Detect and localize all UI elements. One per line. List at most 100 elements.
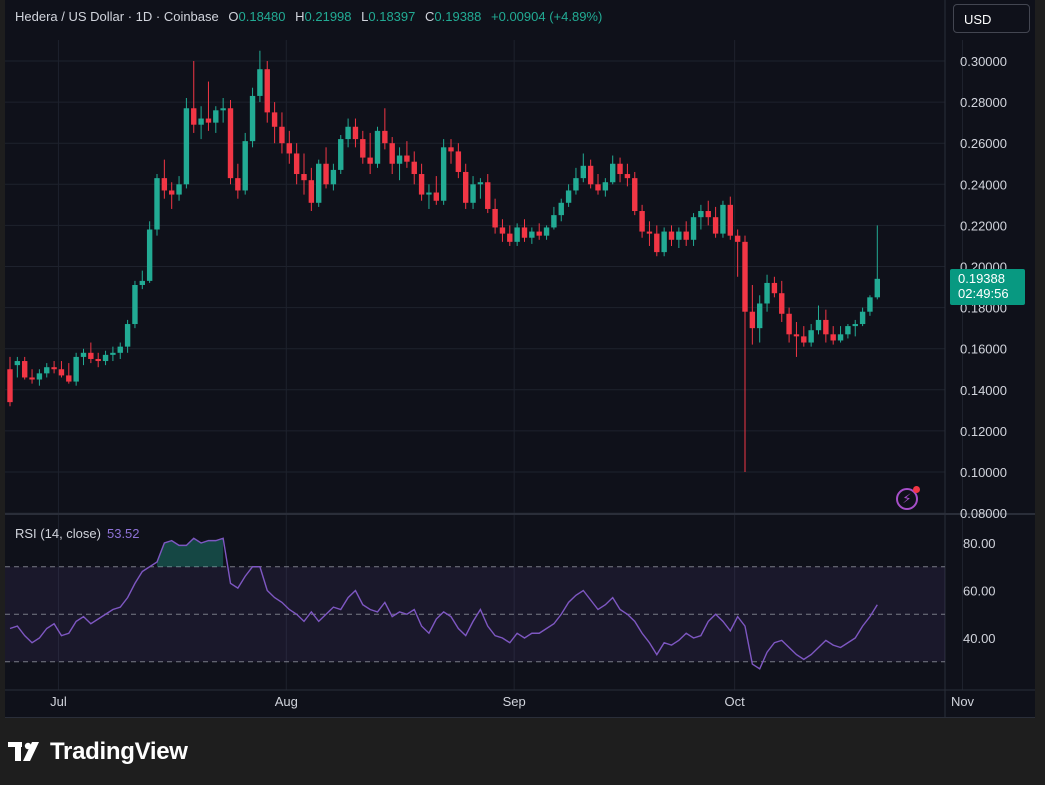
candle-body <box>610 163 616 183</box>
candle-body <box>499 227 506 234</box>
candle-body <box>845 326 851 335</box>
candle-body <box>382 130 388 144</box>
candle-body <box>757 303 763 329</box>
candle-body <box>433 192 439 201</box>
candle-body <box>734 235 741 242</box>
candle-body <box>308 180 315 203</box>
candle-body <box>771 282 778 294</box>
rsi-tick-label: 80.00 <box>963 536 996 551</box>
candle-body <box>293 153 300 175</box>
rsi-label: RSI (14, close) <box>15 526 101 541</box>
candle-body <box>808 330 814 343</box>
rsi-legend[interactable]: RSI (14, close) 53.52 <box>15 526 140 541</box>
candle-body <box>470 184 476 203</box>
notification-dot <box>913 486 920 493</box>
open-label: O <box>228 9 239 24</box>
price-tick-label: 0.14000 <box>960 383 1007 398</box>
price-tick-label: 0.12000 <box>960 424 1007 439</box>
candle-body <box>117 346 123 353</box>
currency-button[interactable]: USD <box>953 4 1030 33</box>
time-tick-label: Aug <box>275 694 298 709</box>
price-tick-label: 0.22000 <box>960 218 1007 233</box>
candle-body <box>543 227 550 236</box>
symbol-title[interactable]: Hedera / US Dollar · 1D · Coinbase <box>15 9 219 24</box>
candle-body <box>485 182 491 209</box>
open-value: 0.18480 <box>238 9 286 24</box>
candle-body <box>727 204 733 236</box>
close-label: C <box>425 9 435 24</box>
candle-body <box>529 231 535 238</box>
rsi-tick-label: 40.00 <box>963 631 996 646</box>
price-tick-label: 0.28000 <box>960 95 1007 110</box>
candle-body <box>624 174 631 179</box>
candle-body <box>867 297 873 312</box>
candle-body <box>22 361 28 378</box>
price-tick-label: 0.30000 <box>960 54 1007 69</box>
rsi-line <box>9 537 878 670</box>
candle-body <box>242 141 248 191</box>
candle-body <box>316 163 322 203</box>
price-tick-label: 0.16000 <box>960 342 1007 357</box>
candle-body <box>271 112 278 127</box>
candle-body <box>80 352 87 357</box>
candle-body <box>573 178 579 191</box>
candle-body <box>360 139 366 158</box>
candle-body <box>859 311 866 325</box>
chart-svg[interactable]: 0.300000.280000.260000.240000.220000.200… <box>5 0 1035 717</box>
candle-body <box>507 233 513 242</box>
candle-body <box>492 208 498 228</box>
candle-body <box>367 157 373 164</box>
candle-body <box>404 155 410 162</box>
lightning-icon[interactable]: ⚡ <box>896 486 920 510</box>
candle-body <box>683 231 689 240</box>
candle-body <box>558 202 564 216</box>
candle-body <box>698 211 704 218</box>
candle-body <box>463 171 469 203</box>
candle-body <box>286 143 292 154</box>
candle-body <box>617 163 623 175</box>
time-tick-label: Sep <box>503 694 526 709</box>
candle-body <box>154 178 160 230</box>
candle-body <box>720 204 726 234</box>
candle-body <box>161 178 168 191</box>
candle-body <box>264 69 270 113</box>
candle-body <box>477 182 484 185</box>
bar-countdown: 02:49:56 <box>958 286 1009 301</box>
candle-body <box>51 367 57 370</box>
candle-body <box>139 280 145 285</box>
candle-body <box>646 231 653 234</box>
last-price: 0.19388 <box>958 271 1005 286</box>
candle-body <box>29 377 35 380</box>
candle-body <box>7 369 13 403</box>
candle-body <box>36 373 43 380</box>
chart-frame: 0.30000 0.28000 0.26000 0.24000 0.22000 0.200… <box>5 0 1035 718</box>
candle-body <box>815 319 822 331</box>
candle-body <box>301 174 307 181</box>
candle-body <box>330 169 337 185</box>
candle-body <box>191 108 197 125</box>
rsi-value: 53.52 <box>106 526 140 541</box>
price-tick-label: 0.10000 <box>960 465 1007 480</box>
high-value: 0.21998 <box>304 9 352 24</box>
price-tick-label: 0.24000 <box>960 177 1007 192</box>
time-tick-label: Nov <box>951 694 975 709</box>
candle-body <box>198 118 204 125</box>
candle-body <box>440 147 447 201</box>
last-price-tag: 0.19388 02:49:56 <box>950 269 1025 305</box>
candle-body <box>58 369 65 376</box>
candle-body <box>455 151 462 172</box>
candle-body <box>73 356 79 382</box>
tradingview-logo-icon <box>8 742 44 762</box>
candle-body <box>565 190 572 203</box>
candle-body <box>639 211 645 232</box>
tradingview-brand[interactable]: TradingView <box>8 737 188 767</box>
candle-body <box>705 211 711 218</box>
candle-body <box>249 95 256 142</box>
candle-body <box>418 174 425 195</box>
candle-body <box>95 358 101 362</box>
candle-body <box>551 215 557 228</box>
candle-body <box>712 217 719 234</box>
candle-body <box>690 217 697 240</box>
candle-body <box>110 352 116 355</box>
candle-body <box>837 334 844 341</box>
